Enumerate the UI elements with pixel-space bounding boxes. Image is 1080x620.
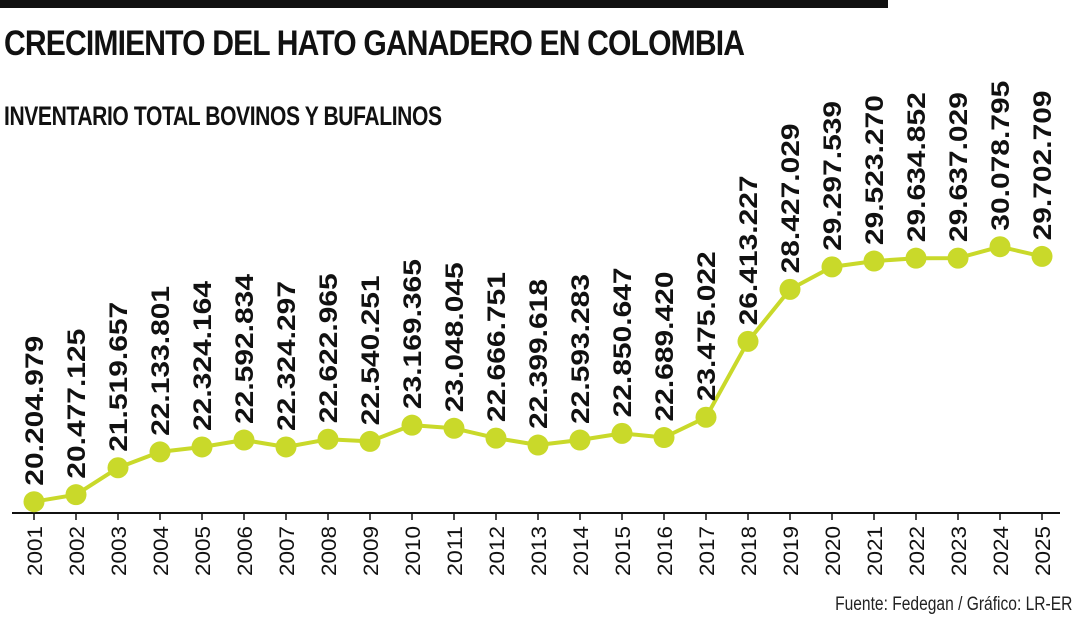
x-tick-label: 2017 bbox=[696, 526, 719, 576]
x-tick-label: 2016 bbox=[654, 526, 677, 576]
value-label: 22.399.618 bbox=[525, 279, 553, 429]
data-point bbox=[359, 430, 381, 452]
value-label: 22.666.751 bbox=[483, 272, 511, 422]
source-note: Fuente: Fedegan / Gráfico: LR-ER bbox=[834, 594, 1072, 615]
data-point bbox=[233, 429, 255, 451]
data-point bbox=[695, 406, 717, 428]
value-label: 26.413.227 bbox=[735, 175, 763, 325]
value-label: 22.622.965 bbox=[315, 273, 343, 423]
data-point bbox=[779, 278, 801, 300]
x-tick-label: 2012 bbox=[486, 526, 509, 576]
value-label: 23.169.365 bbox=[399, 259, 427, 409]
x-tick-label: 2005 bbox=[192, 526, 215, 576]
data-point bbox=[107, 457, 129, 479]
x-tick-label: 2022 bbox=[906, 526, 929, 576]
x-tick-label: 2008 bbox=[318, 526, 341, 576]
value-label: 29.297.539 bbox=[819, 101, 847, 251]
x-tick-label: 2011 bbox=[444, 526, 467, 576]
value-label: 29.634.852 bbox=[903, 92, 931, 242]
data-point bbox=[65, 484, 87, 506]
value-label: 20.477.125 bbox=[63, 329, 91, 479]
x-tick-labels-group: 2001 2002 2003 2004 2005 2006 2007 2008 2009 2010… bbox=[24, 526, 1055, 576]
chart-title: CRECIMIENTO DEL HATO GANADERO EN COLOMBI… bbox=[4, 24, 745, 63]
value-label: 23.475.022 bbox=[693, 251, 721, 401]
value-label: 29.523.270 bbox=[861, 95, 889, 245]
x-tick-label: 2019 bbox=[780, 526, 803, 576]
x-tick-label: 2018 bbox=[738, 526, 761, 576]
x-tick-label: 2024 bbox=[990, 526, 1013, 576]
x-tick-label: 2009 bbox=[360, 526, 383, 576]
data-point bbox=[569, 429, 591, 451]
value-label: 30.078.795 bbox=[987, 81, 1015, 231]
data-point bbox=[149, 441, 171, 463]
data-point bbox=[317, 428, 339, 450]
data-point bbox=[821, 256, 843, 278]
x-tick-label: 2001 bbox=[24, 526, 47, 576]
data-point bbox=[947, 247, 969, 269]
value-label: 22.593.283 bbox=[567, 274, 595, 424]
x-tick-label: 2020 bbox=[822, 526, 845, 576]
x-tick-label: 2014 bbox=[570, 526, 593, 576]
data-point bbox=[989, 236, 1011, 258]
value-label: 20.204.979 bbox=[21, 336, 49, 486]
data-point bbox=[863, 250, 885, 272]
data-point bbox=[1031, 245, 1053, 267]
value-label: 22.689.420 bbox=[651, 272, 679, 422]
data-point bbox=[401, 414, 423, 436]
x-tick-label: 2002 bbox=[66, 526, 89, 576]
value-label: 22.324.164 bbox=[189, 281, 217, 431]
value-label: 29.637.029 bbox=[945, 92, 973, 242]
x-tick-label: 2015 bbox=[612, 526, 635, 576]
x-tick-label: 2010 bbox=[402, 526, 425, 576]
value-label: 22.592.834 bbox=[231, 274, 259, 424]
value-label: 22.540.251 bbox=[357, 275, 385, 425]
data-point bbox=[905, 247, 927, 269]
data-point bbox=[611, 422, 633, 444]
value-label: 22.850.647 bbox=[609, 267, 637, 417]
x-tick-label: 2004 bbox=[150, 526, 173, 576]
data-point bbox=[653, 427, 675, 449]
data-point bbox=[443, 417, 465, 439]
data-point bbox=[737, 330, 759, 352]
value-label: 22.133.801 bbox=[147, 286, 175, 436]
data-point bbox=[275, 436, 297, 458]
value-label: 28.427.029 bbox=[777, 123, 805, 273]
data-point bbox=[23, 491, 45, 513]
x-tick-label: 2003 bbox=[108, 526, 131, 576]
value-label: 22.324.297 bbox=[273, 281, 301, 431]
x-tick-label: 2013 bbox=[528, 526, 551, 576]
x-tick-label: 2006 bbox=[234, 526, 257, 576]
data-point bbox=[191, 436, 213, 458]
x-axis bbox=[12, 512, 1060, 520]
top-rule bbox=[0, 0, 888, 8]
data-point bbox=[485, 427, 507, 449]
value-label: 21.519.657 bbox=[105, 302, 133, 452]
chart-subtitle: INVENTARIO TOTAL BOVINOS Y BUFALINOS bbox=[4, 101, 442, 131]
x-tick-label: 2023 bbox=[948, 526, 971, 576]
x-tick-label: 2025 bbox=[1032, 526, 1055, 576]
value-labels-group: 20.204.979 20.477.125 21.519.657 22.133.801… bbox=[21, 81, 1057, 486]
x-tick-label: 2021 bbox=[864, 526, 887, 576]
data-points-group bbox=[23, 236, 1053, 513]
data-point bbox=[527, 434, 549, 456]
value-label: 29.702.709 bbox=[1029, 90, 1057, 240]
x-tick-label: 2007 bbox=[276, 526, 299, 576]
value-label: 23.048.045 bbox=[441, 262, 469, 412]
